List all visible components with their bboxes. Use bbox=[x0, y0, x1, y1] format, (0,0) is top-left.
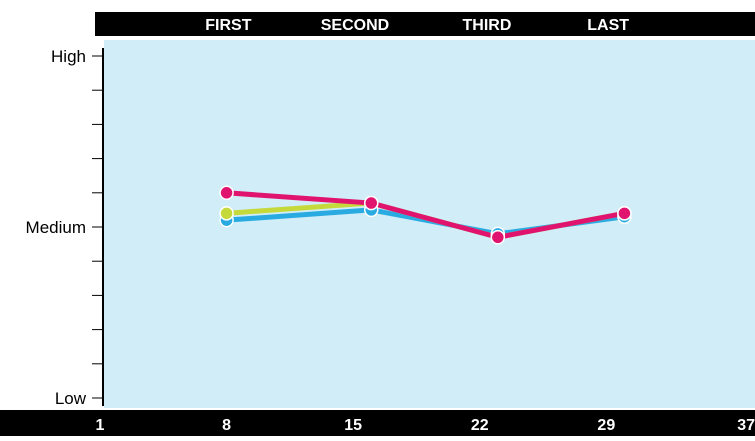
x-tick-label-15: 15 bbox=[344, 417, 362, 434]
y-tick-label-low: Low bbox=[55, 389, 87, 408]
y-tick-label-medium: Medium bbox=[26, 218, 86, 237]
phase-label-third: THIRD bbox=[463, 17, 512, 34]
x-tick-label-1: 1 bbox=[96, 417, 105, 434]
series-2-point bbox=[219, 206, 234, 221]
plot-background bbox=[104, 40, 755, 408]
x-axis-bar bbox=[0, 410, 755, 436]
x-tick-label-22: 22 bbox=[471, 417, 489, 434]
x-tick-label-29: 29 bbox=[597, 417, 615, 434]
phase-label-last: LAST bbox=[587, 17, 629, 34]
series-3-point bbox=[364, 195, 379, 211]
x-tick-label-37: 37 bbox=[737, 417, 755, 434]
series-line-3 bbox=[224, 190, 627, 240]
phase-header-bar bbox=[95, 12, 755, 36]
series-3-point bbox=[219, 185, 234, 201]
series-3-point bbox=[490, 230, 506, 245]
series-3-point bbox=[617, 206, 632, 221]
x-tick-label-8: 8 bbox=[222, 417, 231, 434]
phase-label-second: SECOND bbox=[321, 17, 389, 34]
phase-label-first: FIRST bbox=[205, 17, 251, 34]
y-tick-label-high: High bbox=[51, 47, 86, 66]
